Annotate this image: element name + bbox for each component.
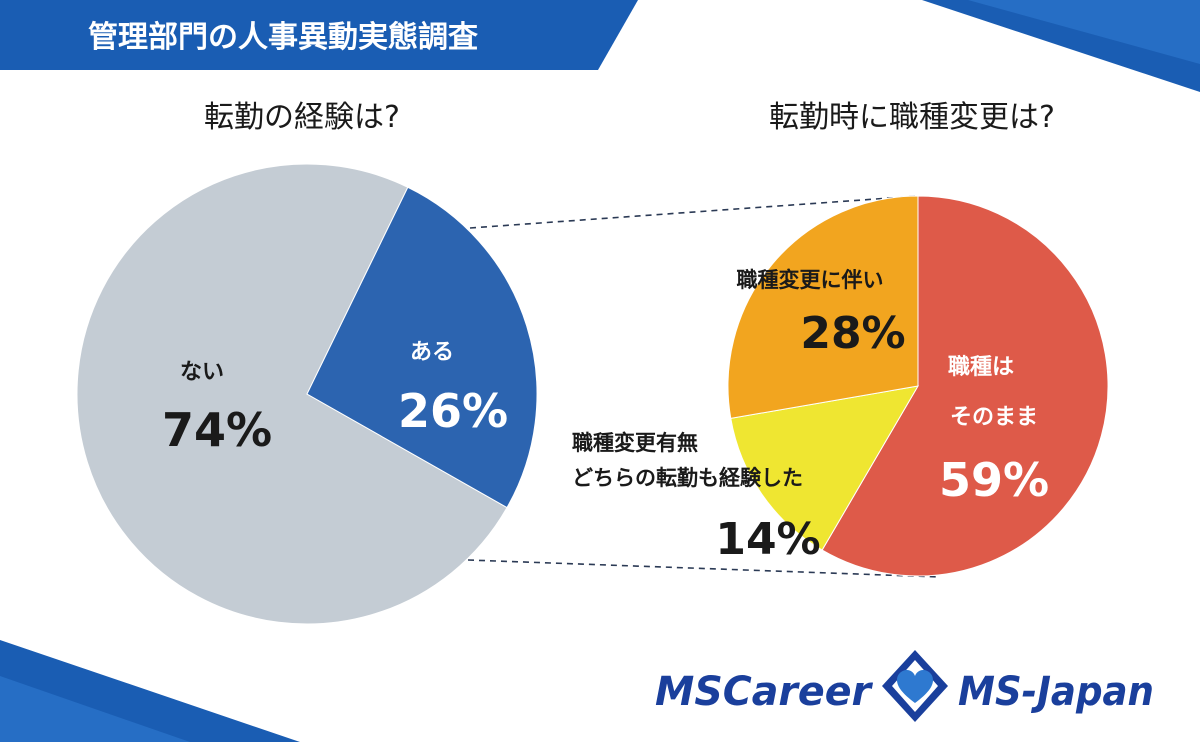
- connector-line-top: [469, 195, 919, 229]
- right-pie-chart: 職種変更に伴い 28% 職種は そのまま 59% 職種変更有無 どちらの転勤も経…: [572, 195, 1109, 577]
- slice-label-both-line1: 職種変更有無: [572, 431, 698, 455]
- connector-line-bottom: [467, 559, 941, 578]
- slice-label-keep-line2: そのまま: [950, 405, 1038, 430]
- diamond-heart-logo-icon: [882, 650, 948, 722]
- slice-value-with-change: 28%: [800, 308, 905, 359]
- pie-slice-both: [730, 385, 919, 551]
- slice-value-no: 74%: [162, 403, 272, 457]
- slice-value-yes: 26%: [398, 384, 508, 438]
- footer-logos: MSCareer MS-Japan: [655, 650, 1154, 722]
- pie-slice-yes: [306, 186, 538, 509]
- pie-slice-no: [76, 163, 508, 625]
- left-chart-title: 転勤の経験は?: [204, 100, 400, 135]
- slice-value-both: 14%: [715, 514, 820, 565]
- header-banner: 管理部門の人事異動実態調査: [0, 0, 638, 70]
- logo-msjapan: MS-Japan: [958, 669, 1154, 715]
- slice-label-keep-line1: 職種は: [948, 354, 1014, 380]
- slice-label-both-line2: どちらの転勤も経験した: [572, 466, 803, 490]
- slice-label-yes: ある: [410, 340, 454, 365]
- top-right-stripe-light: [968, 0, 1200, 64]
- slice-label-no: ない: [180, 360, 224, 385]
- slice-label-with-change: 職種変更に伴い: [737, 268, 884, 292]
- header-banner-shape: [0, 0, 638, 70]
- page-title: 管理部門の人事異動実態調査: [88, 20, 478, 55]
- pie-slice-with-change: [727, 195, 919, 419]
- left-pie-chart: ない 74% ある 26%: [76, 163, 538, 625]
- bottom-left-stripe-light: [0, 676, 190, 742]
- pie-slice-keep-job: [821, 195, 1109, 577]
- right-chart-title: 転勤時に職種変更は?: [769, 100, 1055, 135]
- slice-value-keep: 59%: [939, 453, 1049, 507]
- logo-mscareer: MSCareer: [655, 669, 873, 715]
